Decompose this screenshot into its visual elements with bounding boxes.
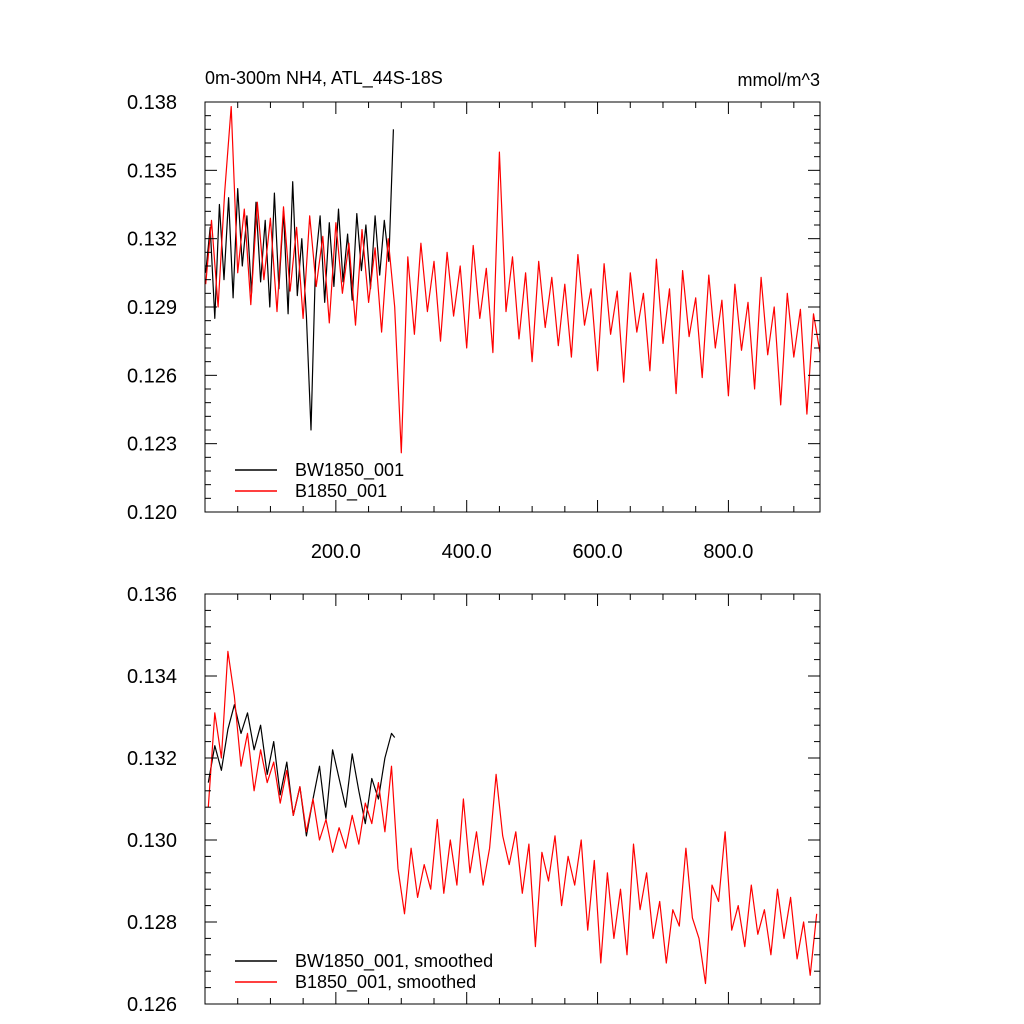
bottom-y-tick-label: 0.136 bbox=[127, 584, 177, 606]
top-y-tick-label: 0.135 bbox=[127, 160, 177, 182]
chart-title: 0m-300m NH4, ATL_44S-18S bbox=[205, 68, 443, 89]
panel-bottom: 0.126 0.128 0.130 0.132 0.134 0.136 BW1850_00… bbox=[127, 584, 821, 1016]
legend-label-bw1850-smoothed: BW1850_001, smoothed bbox=[295, 951, 493, 972]
top-legend: BW1850_001 B1850_001 bbox=[235, 460, 404, 502]
top-y-tick-label: 0.123 bbox=[127, 434, 177, 456]
bottom-y-tick-label: 0.132 bbox=[127, 748, 177, 770]
top-x-tick-label: 800.0 bbox=[703, 541, 753, 563]
bottom-ticks: 0.126 0.128 0.130 0.132 0.134 0.136 bbox=[127, 584, 820, 1016]
bottom-y-tick-label: 0.126 bbox=[127, 994, 177, 1016]
chart-units: mmol/m^3 bbox=[738, 70, 820, 90]
bottom-series-group bbox=[207, 650, 818, 985]
top-ticks: 0.120 0.123 0.126 0.129 0.132 0.135 0.138 200.0… bbox=[127, 92, 820, 563]
series-line-bottom-1 bbox=[207, 650, 818, 985]
panel-top: 0m-300m NH4, ATL_44S-18S mmol/m^3 0.1200… bbox=[127, 68, 821, 563]
top-y-tick-label: 0.132 bbox=[127, 229, 177, 251]
series-line-top-1 bbox=[205, 105, 821, 454]
bottom-y-tick-label: 0.128 bbox=[127, 912, 177, 934]
top-x-tick-label: 400.0 bbox=[442, 541, 492, 563]
top-y-tick-label: 0.126 bbox=[127, 365, 177, 387]
top-plot-frame bbox=[204, 101, 821, 513]
series-line-bottom-0 bbox=[207, 704, 396, 837]
legend-label-b1850: B1850_001 bbox=[295, 481, 387, 502]
bottom-plot-frame bbox=[204, 593, 821, 1005]
top-y-tick-label: 0.120 bbox=[127, 502, 177, 524]
top-x-tick-label: 200.0 bbox=[311, 541, 361, 563]
legend-label-b1850-smoothed: B1850_001, smoothed bbox=[295, 972, 476, 993]
bottom-legend: BW1850_001, smoothed B1850_001, smoothed bbox=[235, 951, 493, 993]
top-x-tick-label: 600.0 bbox=[573, 541, 623, 563]
top-y-tick-label: 0.129 bbox=[127, 297, 177, 319]
top-y-tick-label: 0.138 bbox=[127, 92, 177, 114]
bottom-y-tick-label: 0.130 bbox=[127, 830, 177, 852]
bottom-y-tick-label: 0.134 bbox=[127, 666, 177, 688]
legend-label-bw1850: BW1850_001 bbox=[295, 460, 404, 481]
top-series-group bbox=[205, 105, 821, 454]
